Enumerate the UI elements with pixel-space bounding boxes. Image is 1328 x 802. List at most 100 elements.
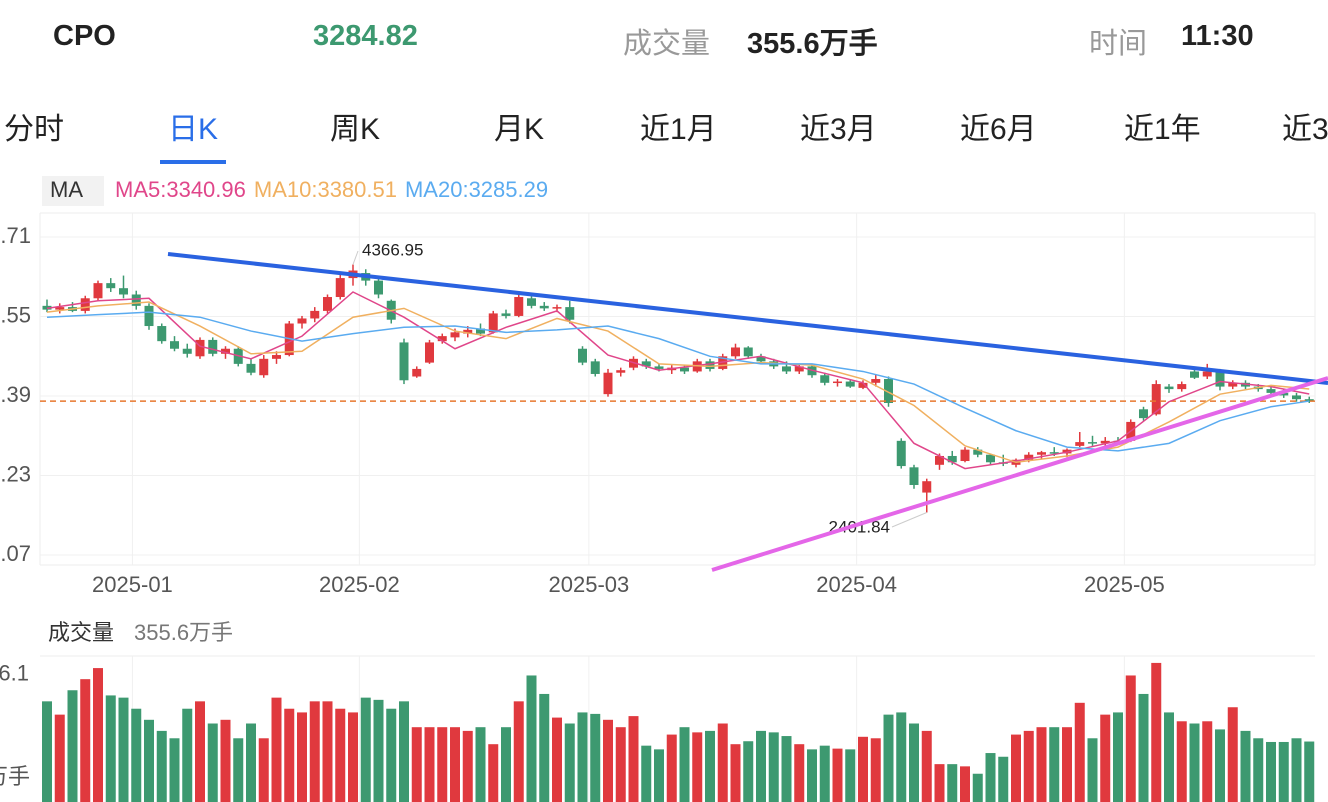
candle-body: [922, 481, 932, 493]
volume-bar: [437, 727, 448, 802]
tab[interactable]: 近6月: [960, 113, 1037, 146]
volume-bar: [896, 712, 907, 802]
volume-bar: [998, 756, 1009, 802]
volume-bar: [858, 736, 868, 802]
volume-bar: [870, 738, 881, 802]
annotation: 2401.84: [829, 517, 890, 536]
volume-bar: [615, 727, 626, 802]
candle-body: [144, 305, 154, 327]
candle-body: [195, 339, 205, 357]
candle-body: [782, 366, 791, 372]
volume-bar: [207, 723, 218, 802]
volume-bar: [348, 712, 358, 802]
volume-bar: [54, 714, 65, 802]
tab[interactable]: 近1月: [640, 113, 717, 146]
volume-bar: [1189, 723, 1200, 802]
candle-body: [1037, 452, 1046, 455]
legend-entry: MA5:3340.96: [115, 177, 246, 202]
volume-bar: [1291, 738, 1302, 802]
trend-line: [711, 376, 1328, 572]
candle-body: [399, 342, 409, 381]
volume-bar: [233, 738, 244, 802]
volume-bar: [679, 727, 690, 802]
trend-line: [167, 252, 1328, 385]
volume-bar: [131, 708, 142, 802]
volume-bar: [80, 679, 91, 802]
volume-bar: [1215, 729, 1225, 802]
candle-body: [170, 341, 179, 349]
volume-bar: [156, 730, 167, 802]
y-tick-label: 3325.39: [0, 382, 31, 407]
volume-bar: [807, 749, 817, 802]
candle-body: [1202, 371, 1212, 377]
candle-body: [603, 372, 613, 395]
volume-bar: [1164, 712, 1174, 802]
candle-body: [374, 280, 383, 295]
volume-bar: [297, 712, 307, 802]
volume-bar: [284, 708, 295, 802]
volume-bar: [1011, 734, 1021, 802]
tab[interactable]: 近1年: [1124, 113, 1201, 146]
candle-body: [131, 294, 141, 306]
volume-bar: [654, 749, 664, 802]
candle-body: [641, 361, 651, 367]
candle-body: [272, 355, 281, 359]
volume-bar: [947, 764, 958, 802]
indicator-box: [42, 176, 104, 206]
candle-body: [565, 307, 575, 320]
volume-bar: [1278, 741, 1289, 802]
candle-body: [1049, 452, 1059, 454]
volume-bar: [488, 744, 499, 802]
volume-bar: [93, 668, 103, 802]
volume-bar: [705, 730, 715, 802]
volume-bar: [1227, 707, 1238, 802]
candle-body: [514, 297, 524, 316]
volume-bar: [577, 712, 588, 802]
volume-bar: [373, 699, 384, 802]
volume-bar: [972, 773, 983, 802]
volume-bar: [717, 723, 728, 802]
annotation-leader: [352, 250, 359, 265]
x-tick-label: 2025-02: [319, 572, 400, 597]
tab[interactable]: 近3月: [800, 113, 877, 146]
candle-body: [1266, 389, 1276, 393]
volume-bar: [1049, 727, 1060, 802]
volume-bar: [309, 701, 320, 802]
candle-body: [1177, 384, 1187, 390]
volume-bar: [603, 719, 613, 802]
volume-bar: [590, 713, 601, 802]
candle-body: [871, 379, 881, 383]
volume-bar: [144, 719, 154, 802]
candle-body: [221, 348, 230, 354]
candle-body: [157, 326, 167, 342]
candle-body: [527, 298, 536, 306]
volume-bar: [169, 738, 180, 802]
tab[interactable]: 月K: [494, 113, 545, 146]
volume-bar: [909, 723, 919, 802]
volume-bar: [564, 723, 575, 802]
candle-body: [845, 381, 855, 387]
tab[interactable]: 周K: [330, 113, 381, 146]
y-tick-label: 3955.55: [0, 302, 31, 327]
volume-bar: [730, 744, 741, 802]
volume: 355.6万手: [747, 28, 878, 60]
volume-bar: [921, 730, 932, 802]
volume-bar: [628, 716, 639, 802]
volume-bar: [1125, 675, 1136, 802]
candle-body: [973, 449, 983, 455]
candle-body: [335, 278, 345, 298]
candle-body: [1279, 392, 1289, 396]
volume-bar: [67, 690, 78, 802]
candle-body: [654, 366, 664, 369]
tab[interactable]: 近3年: [1282, 113, 1328, 146]
candle-body: [947, 455, 957, 463]
tab[interactable]: 日K: [160, 104, 227, 164]
volume-bar: [1151, 662, 1162, 802]
y-tick-label: 4585.71: [0, 223, 31, 248]
candle-body: [820, 375, 830, 383]
volume-bar: [411, 727, 422, 802]
candle-body: [246, 363, 256, 373]
x-tick-label: 2025-03: [549, 572, 630, 597]
volume-bar: [1138, 693, 1149, 802]
tab[interactable]: 分时: [4, 113, 64, 146]
